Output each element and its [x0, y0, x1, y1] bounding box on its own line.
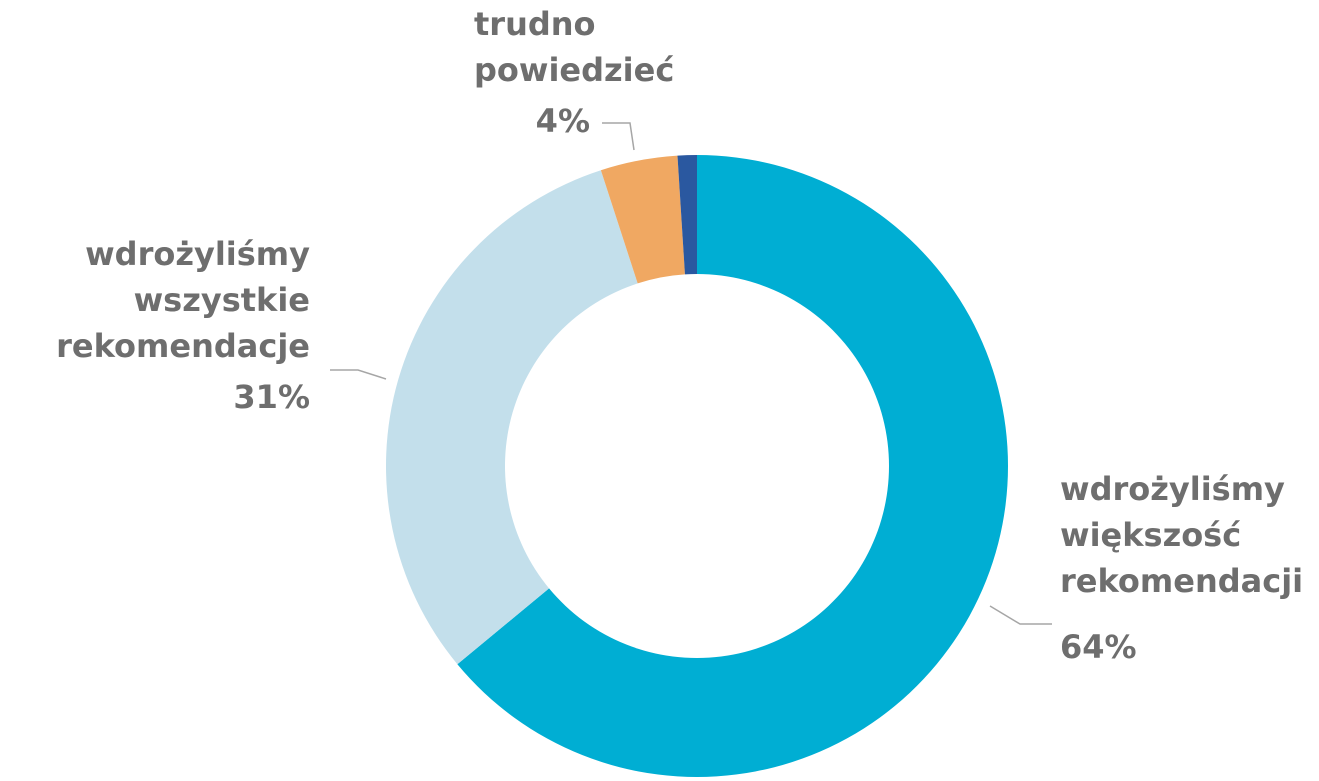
leader-line [330, 369, 387, 380]
donut-segment [677, 155, 697, 275]
donut-segment [457, 155, 1009, 777]
value-label: 64% [1060, 628, 1137, 666]
leader-line [989, 605, 1052, 625]
label-line: powiedzieć [474, 51, 674, 89]
label-line: rekomendacji [1060, 562, 1303, 600]
label-line: wszystkie [134, 281, 310, 319]
category-label: trudno powiedzieć [474, 5, 674, 89]
label-line: większość [1060, 516, 1241, 554]
category-label: wdrożyliśmy większość rekomendacji [1060, 470, 1303, 600]
label-line: rekomendacje [56, 327, 310, 365]
category-label: wdrożyliśmy wszystkie rekomendacje [56, 235, 310, 365]
label-line: wdrożyliśmy [1060, 470, 1285, 508]
donut-segment [600, 155, 685, 284]
value-label: 31% [233, 378, 310, 416]
donut-segment [385, 170, 638, 665]
label-line: trudno [474, 5, 596, 43]
value-label: 4% [536, 102, 590, 140]
leader-line [602, 122, 635, 151]
label-line: wdrożyliśmy [85, 235, 310, 273]
